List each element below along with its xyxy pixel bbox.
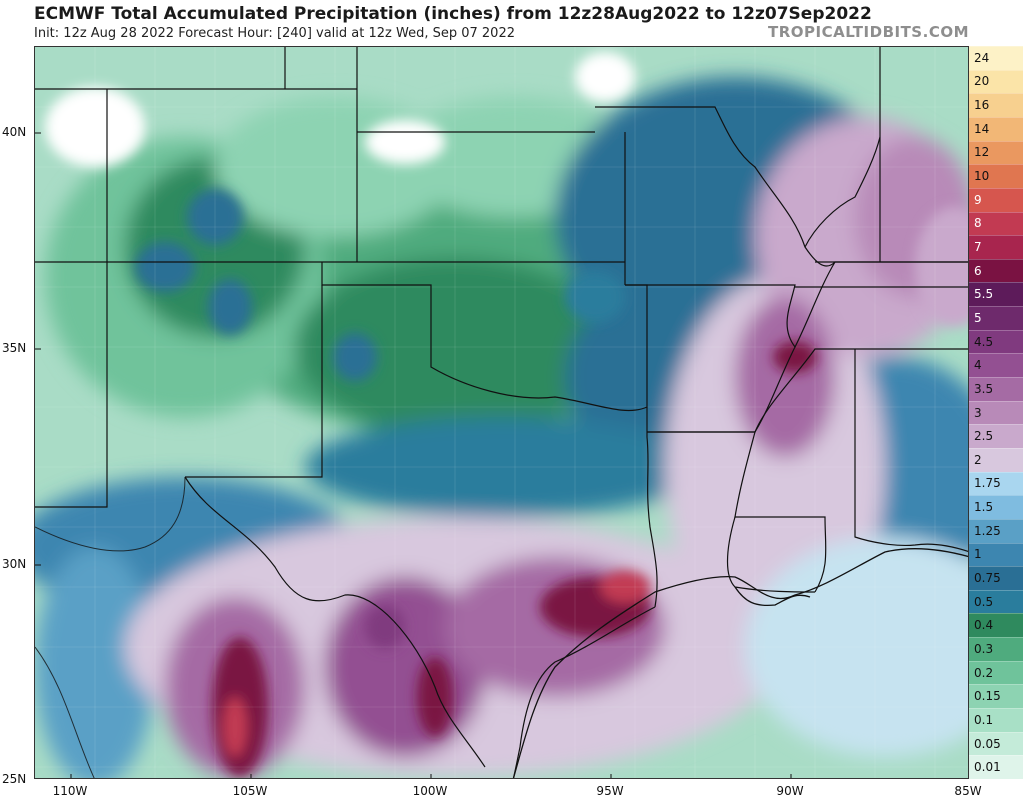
colorbar-swatch bbox=[969, 731, 1023, 756]
colorbar-label: 4.5 bbox=[974, 334, 994, 349]
colorbar-label: 3 bbox=[974, 405, 982, 420]
lon-label-110w: 110W bbox=[52, 784, 88, 798]
colorbar-label: 10 bbox=[974, 169, 990, 184]
colorbar-label: 1.25 bbox=[974, 523, 1001, 538]
colorbar-label: 3.5 bbox=[974, 381, 994, 396]
colorbar-label: 1.75 bbox=[974, 476, 1001, 491]
colorbar-swatch bbox=[969, 400, 1023, 425]
colorbar-swatch bbox=[969, 140, 1023, 165]
colorbar-swatch bbox=[969, 637, 1023, 661]
precip-field bbox=[35, 47, 968, 778]
colorbar-swatch bbox=[969, 258, 1023, 283]
lon-label-105w: 105W bbox=[232, 784, 268, 798]
lon-label-100w: 100W bbox=[412, 784, 448, 798]
colorbar-label: 0.3 bbox=[974, 641, 994, 656]
colorbar-label: 0.05 bbox=[974, 736, 1001, 751]
colorbar-label: 7 bbox=[974, 239, 982, 254]
colorbar-swatch bbox=[969, 211, 1023, 236]
colorbar-label: 0.1 bbox=[974, 712, 994, 727]
colorbar-label: 1.5 bbox=[974, 500, 994, 515]
county-lines bbox=[35, 47, 968, 778]
colorbar-label: 20 bbox=[974, 74, 990, 89]
lon-label-95w: 95W bbox=[596, 784, 624, 798]
map-title: ECMWF Total Accumulated Precipitation (i… bbox=[34, 4, 872, 24]
colorbar-swatch bbox=[969, 424, 1023, 448]
colorbar-swatch bbox=[969, 353, 1023, 378]
colorbar-label: 8 bbox=[974, 216, 982, 231]
colorbar-swatch bbox=[969, 235, 1023, 259]
colorbar-label: 0.15 bbox=[974, 689, 1001, 704]
colorbar-label: 0.75 bbox=[974, 571, 1001, 586]
colorbar-swatch bbox=[969, 164, 1023, 188]
lat-label-35n: 35N bbox=[2, 341, 27, 355]
colorbar-swatch bbox=[969, 684, 1023, 709]
colorbar-swatch bbox=[969, 69, 1023, 94]
colorbar-label: 24 bbox=[974, 50, 990, 65]
map-subtitle: Init: 12z Aug 28 2022 Forecast Hour: [24… bbox=[34, 26, 515, 41]
colorbar-swatch bbox=[969, 306, 1023, 330]
precip-colorbar: 24 20 16 14 12 10 9 8 7 6 5.5 5 4.5 4 3.5 3 2.5 2 1.75 1.5 1… bbox=[969, 46, 1023, 779]
colorbar-label: 0.5 bbox=[974, 594, 994, 609]
colorbar-label: 9 bbox=[974, 192, 982, 207]
colorbar-swatch bbox=[969, 471, 1023, 496]
colorbar-label: 5 bbox=[974, 310, 982, 325]
colorbar-swatch bbox=[969, 495, 1023, 519]
colorbar-swatch bbox=[969, 613, 1023, 638]
colorbar-label: 0.2 bbox=[974, 665, 994, 680]
colorbar-swatch bbox=[969, 708, 1023, 732]
colorbar-swatch bbox=[969, 542, 1023, 567]
colorbar-swatch bbox=[969, 589, 1023, 614]
colorbar-swatch bbox=[969, 377, 1023, 401]
mexico-border bbox=[35, 476, 186, 778]
colorbar-swatch bbox=[969, 447, 1023, 472]
graticule-ticks bbox=[35, 132, 792, 778]
colorbar-swatch bbox=[969, 93, 1023, 117]
colorbar-swatch bbox=[969, 116, 1023, 141]
colorbar-label: 2 bbox=[974, 452, 982, 467]
lon-label-85w: 85W bbox=[954, 784, 982, 798]
colorbar-swatch bbox=[969, 46, 1023, 70]
colorbar-label: 4 bbox=[974, 358, 982, 373]
gulf-coastline bbox=[512, 548, 968, 778]
colorbar-label: 6 bbox=[974, 263, 982, 278]
lat-label-40n: 40N bbox=[2, 125, 27, 139]
colorbar-label: 12 bbox=[974, 145, 990, 160]
colorbar-label: 1 bbox=[974, 547, 982, 562]
colorbar-swatch bbox=[969, 755, 1023, 779]
colorbar-swatch bbox=[969, 329, 1023, 354]
colorbar-swatch bbox=[969, 518, 1023, 543]
lat-label-30n: 30N bbox=[2, 557, 27, 571]
precipitation-map[interactable] bbox=[34, 46, 969, 779]
colorbar-label: 2.5 bbox=[974, 429, 994, 444]
lon-label-90w: 90W bbox=[776, 784, 804, 798]
colorbar-label: 0.01 bbox=[974, 760, 1001, 775]
colorbar-swatch bbox=[969, 282, 1023, 307]
colorbar-swatch bbox=[969, 187, 1023, 212]
lat-label-25n: 25N bbox=[2, 772, 27, 786]
brand-watermark: TROPICALTIDBITS.COM bbox=[768, 23, 969, 41]
colorbar-swatch bbox=[969, 660, 1023, 685]
colorbar-label: 14 bbox=[974, 121, 990, 136]
colorbar-label: 16 bbox=[974, 98, 990, 113]
colorbar-label: 0.4 bbox=[974, 618, 994, 633]
colorbar-swatch bbox=[969, 566, 1023, 590]
colorbar-label: 5.5 bbox=[974, 287, 994, 302]
